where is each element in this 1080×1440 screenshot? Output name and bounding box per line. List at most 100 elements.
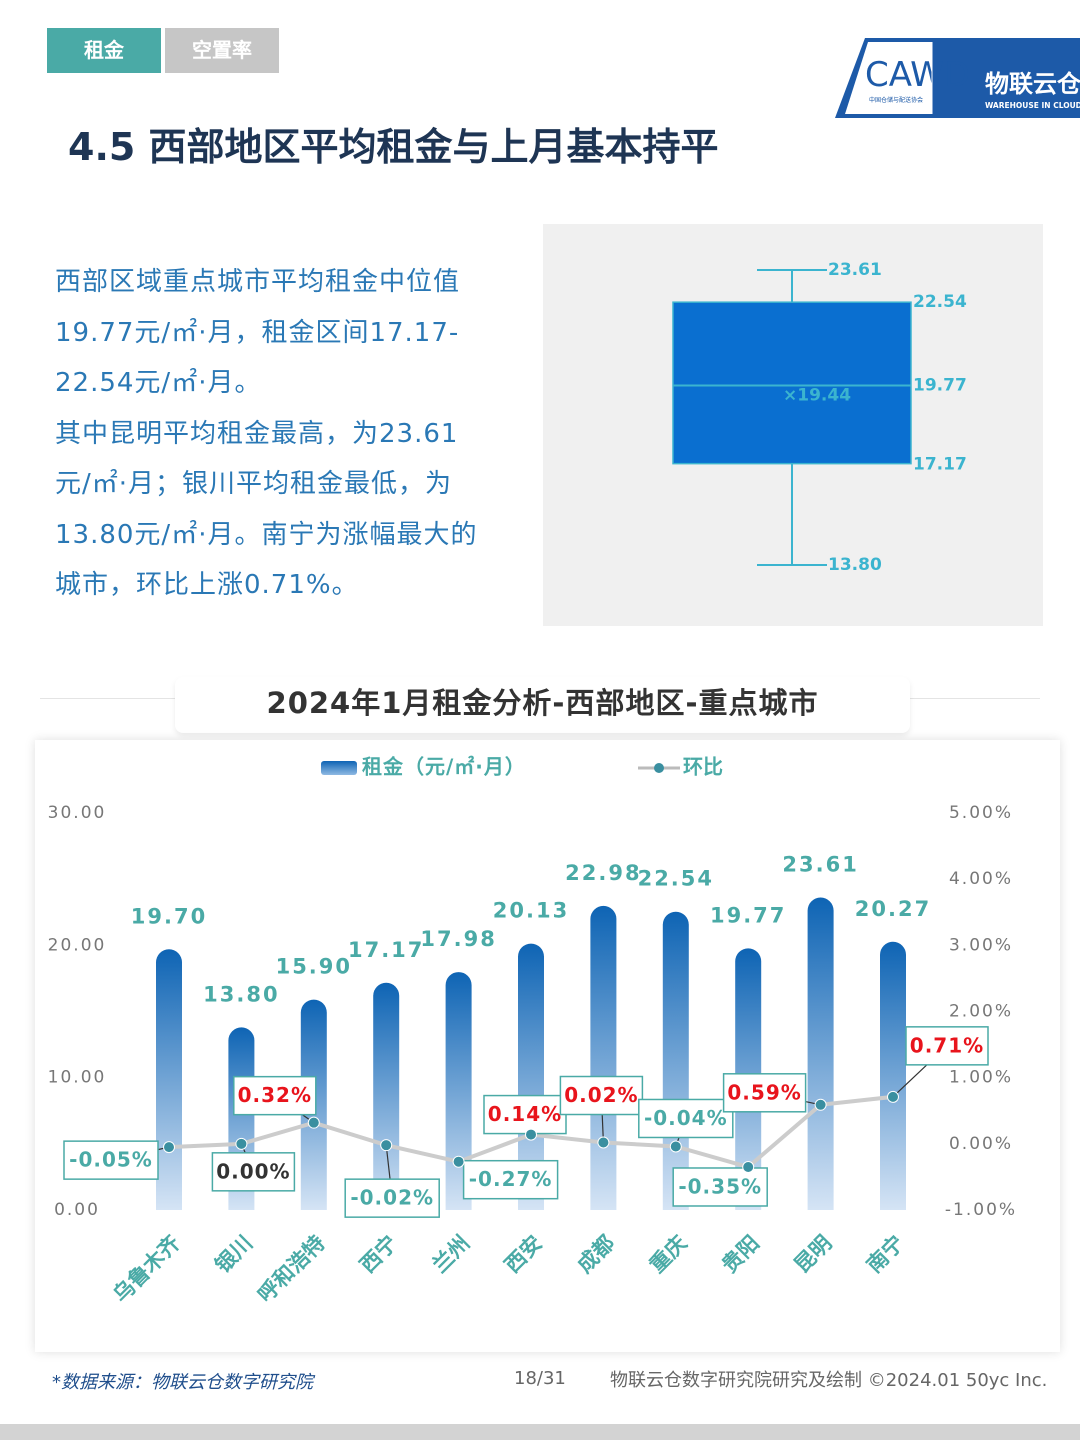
mom-label: 0.59% [727, 1080, 801, 1104]
legend-bar-swatch [321, 761, 357, 775]
description-line: 22.54元/㎡·月。 [55, 368, 262, 398]
mom-label: 0.02% [564, 1083, 638, 1107]
description-line: 城市，环比上涨0.71%。 [55, 570, 359, 600]
mom-label: 0.71% [910, 1033, 984, 1057]
chart-title: 2024年1月租金分析-西部地区-重点城市 [175, 677, 910, 733]
y-left-tick: 30.00 [48, 803, 107, 823]
description-line: 元/㎡·月；银川平均租金最低，为 [55, 469, 453, 499]
mom-label-box [211, 1152, 296, 1192]
y-right-tick: 0.00% [949, 1134, 1013, 1154]
mom-label: -0.35% [678, 1174, 762, 1198]
bar-chart-panel: 租金（元/㎡·月） 环比 0.00 10.00 20.00 30.00 -1.00% 0.00… [35, 740, 1060, 1352]
mom-label-box [722, 1073, 807, 1113]
box-label-mean: ×19.44 [783, 385, 851, 405]
mom-marker [814, 1098, 827, 1111]
x-category-label: 成都 [573, 1231, 620, 1278]
bar-value-label: 17.17 [348, 938, 424, 962]
cawd-logo: CAWD [865, 55, 970, 95]
bar [518, 943, 544, 1210]
description-line: 13.80元/㎡·月。南宁为涨幅最大的 [55, 519, 478, 550]
x-category-label: 西安 [500, 1231, 547, 1278]
description-line: 西部区域重点城市平均租金中位值 [55, 267, 461, 297]
mom-label: -0.04% [644, 1106, 728, 1130]
legend-line-label: 环比 [683, 755, 723, 779]
mom-marker [525, 1128, 537, 1141]
page-number: 18/31 [514, 1368, 566, 1389]
bar-value-label: 23.61 [782, 853, 858, 877]
bar [880, 941, 906, 1210]
bar-value-label: 15.90 [276, 955, 352, 979]
x-category-label: 南宁 [862, 1231, 909, 1278]
mom-marker [597, 1136, 610, 1149]
mom-label: 0.14% [488, 1102, 562, 1126]
box-label-median: 19.77 [913, 375, 967, 395]
box-label-q3: 22.54 [913, 292, 967, 312]
x-category-label: 贵阳 [717, 1231, 764, 1278]
x-category-label: 西宁 [355, 1231, 402, 1278]
bar-value-label: 19.77 [710, 903, 786, 927]
description: 西部区域重点城市平均租金中位值 19.77元/㎡·月，租金区间17.17- 22… [55, 257, 525, 611]
bar-value-label: 22.98 [565, 861, 641, 885]
footer-bar [0, 1424, 1080, 1440]
mom-label-box [559, 1075, 644, 1116]
credit: 物联云仓数字研究院研究及绘制 ©2024.01 50yc Inc. [610, 1370, 1048, 1391]
bar [156, 949, 182, 1210]
mom-marker [669, 1140, 682, 1153]
logo: CAWD 中国仓储与配送协会 物联云仓 WAREHOUSE IN CLOUD [835, 38, 1080, 118]
bar-value-label: 13.80 [203, 982, 279, 1006]
y-left-tick: 20.00 [48, 935, 107, 955]
bar [807, 897, 834, 1210]
x-category-label: 重庆 [645, 1231, 692, 1278]
bar-value-label: 20.27 [855, 897, 931, 921]
mom-marker [742, 1160, 755, 1173]
box-label-min: 13.80 [828, 555, 882, 575]
bar [590, 905, 617, 1210]
y-right-tick: -1.00% [945, 1200, 1017, 1220]
mom-label-box [344, 1178, 440, 1218]
mom-label-box [483, 1094, 567, 1135]
cawd-sub: 中国仓储与配送协会 [869, 96, 923, 104]
mom-label: -0.02% [350, 1186, 434, 1210]
y-right-tick: 2.00% [949, 1002, 1013, 1022]
tab-rent[interactable]: 租金 [47, 28, 161, 73]
y-left-tick: 0.00 [54, 1200, 100, 1220]
legend-line-marker [654, 763, 664, 773]
box-label-max: 23.61 [828, 260, 882, 280]
description-line: 其中昆明平均租金最高，为23.61 [55, 418, 459, 449]
mom-label-box [233, 1075, 317, 1116]
x-category-label: 昆明 [790, 1231, 837, 1278]
legend-bar-label: 租金（元/㎡·月） [362, 755, 526, 779]
bar [373, 982, 400, 1210]
bar-value-label: 20.13 [493, 899, 569, 923]
wlyc-logo: 物联云仓 [985, 70, 1080, 98]
y-left-tick: 10.00 [48, 1068, 107, 1088]
x-category-label: 兰州 [428, 1231, 475, 1278]
y-right-tick: 5.00% [949, 803, 1013, 823]
bar [445, 972, 472, 1210]
mom-label-box [63, 1140, 159, 1180]
bar [662, 911, 689, 1210]
y-right-tick: 1.00% [949, 1068, 1013, 1088]
bar-value-label: 22.54 [638, 867, 714, 891]
mom-marker [307, 1116, 320, 1129]
mom-marker [887, 1090, 899, 1103]
mom-label: 0.32% [238, 1083, 312, 1107]
mom-label-box [905, 1026, 989, 1066]
wlyc-sub: WAREHOUSE IN CLOUD [985, 101, 1080, 110]
page-title: 4.5 西部地区平均租金与上月基本持平 [68, 125, 719, 169]
description-line: 19.77元/㎡·月，租金区间17.17- [55, 317, 460, 348]
mom-marker [452, 1155, 465, 1168]
boxplot-panel: 23.61 22.54 19.77 17.17 13.80 ×19.44 [543, 224, 1043, 626]
y-right-tick: 4.00% [949, 869, 1013, 889]
mom-label: -0.05% [69, 1148, 153, 1172]
mom-label: -0.27% [469, 1167, 553, 1191]
box-label-q1: 17.17 [913, 455, 967, 475]
bar-value-label: 17.98 [420, 927, 496, 951]
x-category-label: 呼和浩特 [253, 1231, 329, 1307]
y-right-tick: 3.00% [949, 935, 1013, 955]
bar-value-label: 19.70 [131, 904, 207, 928]
box-iqr [672, 301, 912, 465]
tab-vacancy[interactable]: 空置率 [165, 28, 279, 73]
mom-label-box [638, 1098, 734, 1139]
mom-marker [163, 1141, 175, 1154]
